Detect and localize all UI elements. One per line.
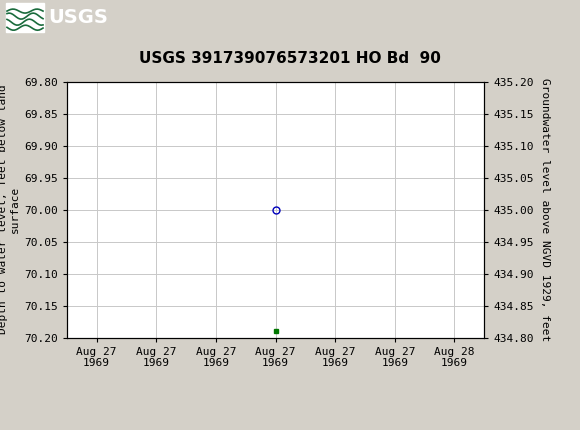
Text: USGS: USGS [48, 8, 108, 27]
FancyBboxPatch shape [6, 3, 44, 32]
Text: USGS 391739076573201 HO Bd  90: USGS 391739076573201 HO Bd 90 [139, 51, 441, 65]
Y-axis label: Depth to water level, feet below land
surface: Depth to water level, feet below land su… [0, 85, 20, 335]
Y-axis label: Groundwater level above NGVD 1929, feet: Groundwater level above NGVD 1929, feet [541, 78, 550, 341]
